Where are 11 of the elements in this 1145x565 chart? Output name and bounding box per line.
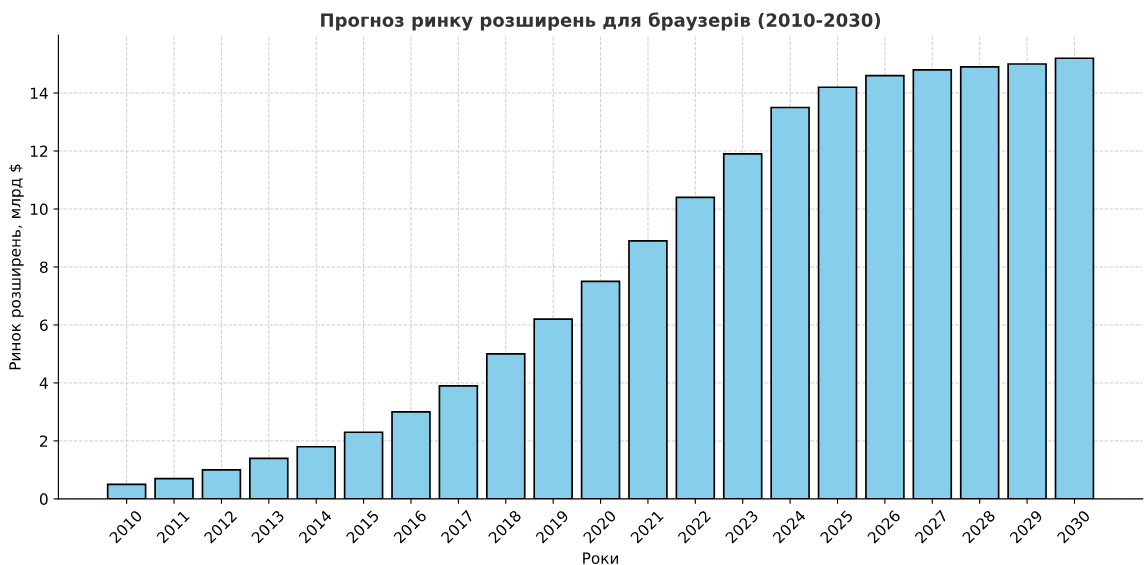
y-tick-label: 4 [39, 377, 48, 389]
y-tick-label: 8 [39, 261, 48, 273]
x-axis-title: Роки [583, 552, 619, 564]
y-tick-label: 0 [39, 493, 48, 505]
chart-title: Прогноз ринку розширень для браузерів (2010-2030) [321, 12, 881, 31]
y-axis-title: Ринок розширень, млрд $ [8, 164, 24, 370]
y-tick-label: 14 [30, 87, 48, 99]
y-tick-label: 12 [30, 145, 48, 157]
y-tick-label: 6 [40, 319, 48, 331]
y-tick-label: 10 [30, 203, 48, 215]
y-tick-label: 2 [40, 435, 48, 447]
